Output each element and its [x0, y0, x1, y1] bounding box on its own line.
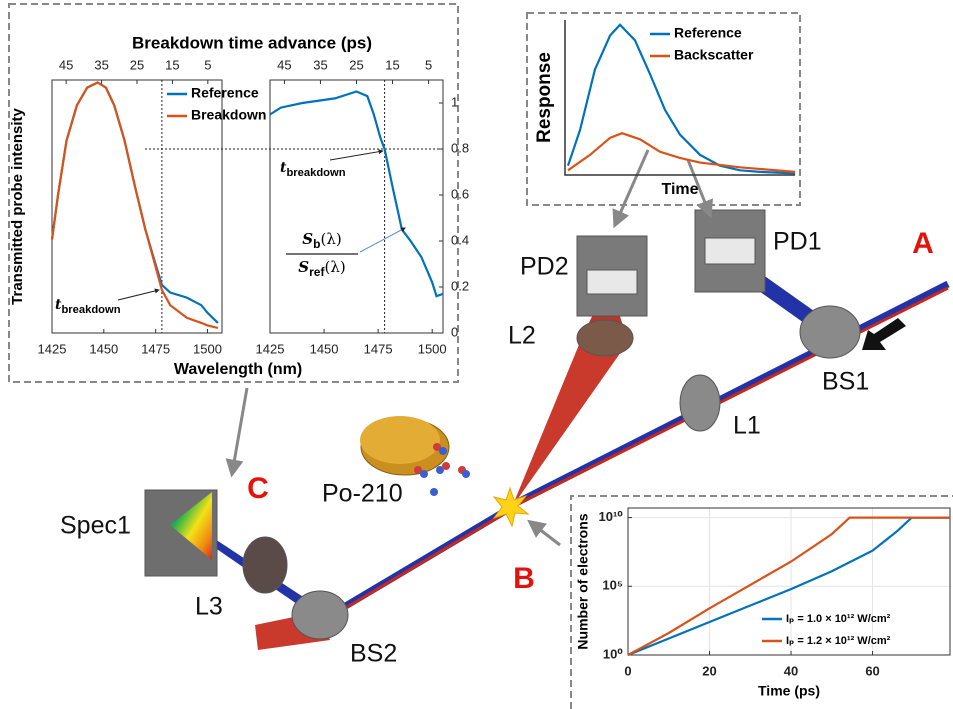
x-tick-label: 1500 — [418, 341, 447, 356]
symbol: S — [298, 258, 309, 276]
x-tick-label: 1450 — [310, 341, 339, 356]
x-tick-label: 1500 — [193, 341, 222, 356]
label-bs2: BS2 — [350, 640, 397, 668]
x-axis-label: Time — [661, 181, 698, 198]
breakdown-spark — [494, 488, 528, 526]
x2-tick-label: 35 — [94, 57, 108, 72]
label-a: A — [912, 227, 934, 260]
x2-tick-label: 5 — [425, 57, 432, 72]
y-tick-label: 10⁰ — [603, 646, 623, 661]
legend-label: Iₚ = 1.0 × 10¹² W/cm² — [786, 613, 891, 625]
label-po210: Po-210 — [322, 480, 403, 508]
annotation: tbreakdown — [280, 160, 346, 179]
x-tick-label: 1475 — [141, 341, 170, 356]
ratio-numerator: Sb(λ) — [302, 230, 341, 251]
x-tick-label: 1450 — [89, 341, 118, 356]
series-line — [568, 133, 795, 172]
y-tick-label: 0.4 — [451, 232, 469, 247]
label-pd2: PD2 — [520, 253, 569, 281]
subscript: ref — [309, 265, 325, 279]
label-bs1: BS1 — [822, 368, 869, 396]
x2-tick-label: 45 — [59, 57, 73, 72]
x2-tick-label: 45 — [277, 57, 291, 72]
legend-label: Reference — [674, 25, 742, 41]
x2-tick-label: 25 — [130, 57, 144, 72]
label-c: C — [247, 472, 269, 505]
x-axis-label: Wavelength (nm) — [174, 361, 302, 378]
figure: A B C PD1 PD2 L1 L2 L3 BS1 BS2 Spec1 Po-… — [0, 0, 953, 709]
pointer-arrows — [232, 150, 710, 545]
y-axis-label: Response — [534, 52, 555, 143]
label-l2: L2 — [508, 322, 536, 350]
axes — [565, 20, 795, 175]
x2-tick-label: 15 — [385, 57, 399, 72]
label-l1: L1 — [733, 412, 761, 440]
x-tick-label: 20 — [702, 663, 716, 678]
label-spec1: Spec1 — [60, 512, 131, 540]
legend-label: Backscatter — [674, 47, 754, 63]
legend-label: Reference — [191, 85, 259, 101]
x2-tick-label: 35 — [313, 57, 327, 72]
x2-tick-label: 15 — [165, 57, 179, 72]
x-axis-label: Time (ps) — [758, 683, 820, 699]
annotation-arrow — [360, 228, 405, 252]
y-tick-label: 0.6 — [451, 186, 469, 201]
y-tick-label: 10⁵ — [602, 578, 623, 593]
legend-label: Breakdown — [191, 107, 266, 123]
x-tick-label: 1425 — [256, 341, 285, 356]
y-tick-label: 1 — [451, 94, 458, 109]
label-b: B — [513, 562, 535, 595]
y-tick-label: 0.8 — [451, 140, 469, 155]
series-line — [270, 92, 443, 297]
y-axis-label: Number of electrons — [575, 513, 591, 649]
x-tick-label: 0 — [624, 663, 631, 678]
annotation-arrow — [330, 151, 383, 160]
page: A B C PD1 PD2 L1 L2 L3 BS1 BS2 Spec1 Po-… — [0, 0, 953, 709]
argument: (λ) — [320, 230, 341, 248]
x2-tick-label: 5 — [204, 57, 211, 72]
plot-frame — [270, 80, 443, 333]
y-tick-label: 0.2 — [451, 278, 469, 293]
x2-axis-label: Breakdown time advance (ps) — [132, 33, 372, 52]
subscript: breakdown — [286, 167, 345, 179]
plot-frame — [628, 508, 950, 655]
legend-label: Iₚ = 1.2 × 10¹² W/cm² — [786, 635, 891, 647]
x2-tick-label: 25 — [349, 57, 363, 72]
x-tick-label: 1475 — [364, 341, 393, 356]
y-tick-label: 0 — [451, 324, 458, 339]
annotation: tbreakdown — [55, 297, 121, 316]
subscript: b — [313, 237, 320, 251]
x-tick-label: 60 — [865, 663, 879, 678]
subscript: breakdown — [61, 304, 120, 316]
label-pd1: PD1 — [773, 228, 822, 256]
y-tick-label: 10¹⁰ — [599, 509, 624, 524]
symbol: S — [302, 230, 313, 248]
y-axis-label: Transmitted probe intensity — [9, 107, 26, 304]
x-tick-label: 1425 — [38, 341, 67, 356]
argument: (λ) — [324, 258, 345, 276]
x-tick-label: 40 — [784, 663, 798, 678]
label-l3: L3 — [195, 593, 223, 621]
annotation-arrow — [118, 290, 159, 300]
ratio-denominator: Sref(λ) — [298, 258, 345, 279]
